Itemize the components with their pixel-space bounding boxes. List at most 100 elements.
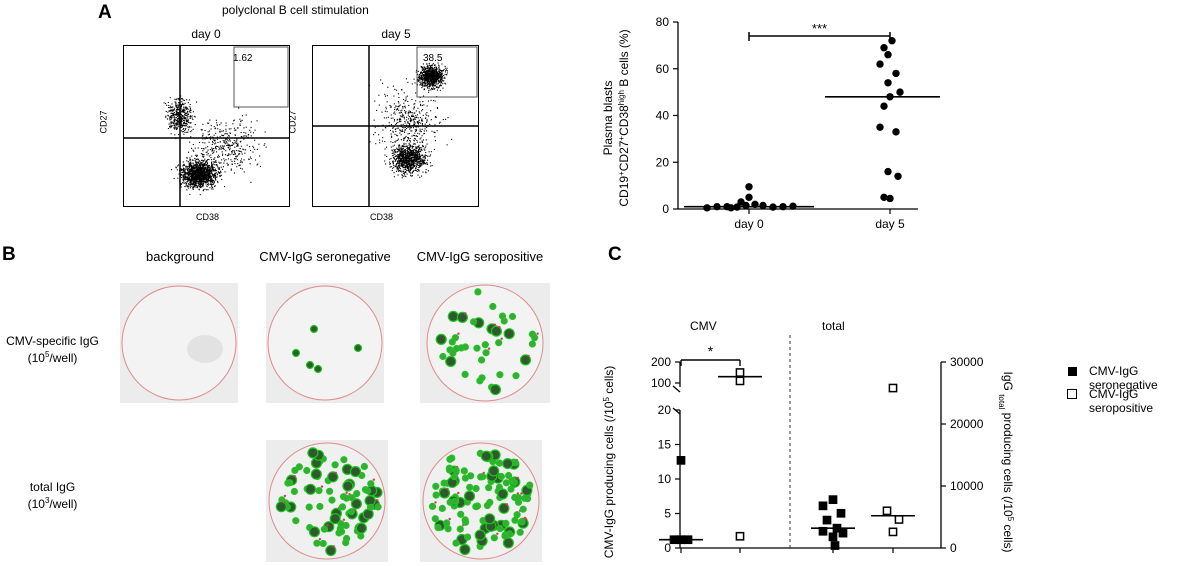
flow-event-dot bbox=[397, 151, 399, 153]
flow-event-dot bbox=[407, 111, 409, 113]
flow-event-dot bbox=[210, 157, 212, 159]
flow-event-dot bbox=[428, 69, 430, 71]
flow-event-dot bbox=[419, 166, 421, 168]
flow-event-dot bbox=[233, 151, 235, 153]
flow-event-dot bbox=[231, 151, 233, 153]
flow-event-dot bbox=[194, 176, 196, 178]
flow-event-dot bbox=[171, 109, 173, 111]
flow-event-dot bbox=[187, 169, 189, 171]
flow-event-dot bbox=[175, 122, 177, 124]
flow-event-dot bbox=[405, 176, 407, 178]
flow-event-dot bbox=[209, 130, 211, 132]
flow-event-dot bbox=[401, 171, 403, 173]
elispot-spot bbox=[528, 340, 537, 348]
flow-event-dot bbox=[430, 64, 432, 66]
flow-event-dot bbox=[433, 72, 435, 74]
flow-event-dot bbox=[441, 70, 443, 72]
flow-event-dot bbox=[171, 112, 173, 114]
flow-event-dot bbox=[431, 76, 433, 78]
elispot-artifact-dot bbox=[446, 487, 449, 491]
flow-event-dot bbox=[421, 160, 423, 162]
flow-event-dot bbox=[200, 170, 202, 172]
flow-event-dot bbox=[189, 185, 191, 187]
flow-event-dot bbox=[185, 185, 187, 187]
flow-event-dot bbox=[426, 82, 428, 84]
flow-event-dot bbox=[401, 155, 403, 157]
flow-event-dot bbox=[186, 176, 188, 178]
elispot-spot bbox=[457, 510, 465, 518]
flow-event-dot bbox=[420, 122, 422, 124]
flow-event-dot bbox=[230, 144, 232, 146]
flow-event-dot bbox=[222, 153, 224, 155]
flow-event-dot bbox=[399, 129, 401, 131]
flow-event-dot bbox=[404, 150, 406, 152]
flow-event-dot bbox=[409, 152, 411, 154]
flow-event-dot bbox=[219, 124, 221, 126]
flow-event-dot bbox=[419, 128, 421, 130]
flow-event-dot bbox=[243, 149, 245, 151]
flow-event-dot bbox=[415, 158, 417, 160]
flow-event-dot bbox=[211, 164, 213, 166]
flow-event-dot bbox=[417, 167, 419, 169]
flow-event-dot bbox=[415, 118, 417, 120]
flow-event-dot bbox=[196, 176, 198, 178]
flow-event-dot bbox=[406, 156, 408, 158]
flow-event-dot bbox=[424, 132, 426, 134]
flow-event-dot bbox=[241, 136, 243, 138]
flow-event-dot bbox=[409, 147, 411, 149]
flow-event-dot bbox=[220, 171, 222, 173]
flow-event-dot bbox=[426, 72, 428, 74]
flow-event-dot bbox=[187, 102, 189, 104]
flow-event-dot bbox=[413, 166, 415, 168]
flow-event-dot bbox=[425, 75, 427, 77]
flow-event-dot bbox=[432, 75, 434, 77]
flow-event-dot bbox=[239, 153, 241, 155]
flow-event-dot bbox=[436, 130, 438, 132]
flow-event-dot bbox=[245, 132, 247, 134]
flow-event-dot bbox=[403, 140, 405, 142]
elispot-spot bbox=[305, 360, 315, 370]
flow-event-dot bbox=[205, 136, 207, 138]
elispot-artifact-dot bbox=[320, 485, 324, 488]
flow-event-dot bbox=[439, 121, 441, 123]
flow-event-dot bbox=[407, 163, 409, 165]
flow-event-dot bbox=[434, 88, 436, 90]
flow-event-dot bbox=[399, 153, 401, 155]
elispot-spot bbox=[360, 462, 369, 471]
flow-event-dot bbox=[385, 108, 387, 110]
panel-a-letter: A bbox=[98, 2, 112, 23]
flow-event-dot bbox=[186, 186, 188, 188]
flow-event-dot bbox=[182, 164, 184, 166]
legend-seropositive-label: CMV-IgG seropositive bbox=[1089, 387, 1154, 415]
elispot-spot bbox=[325, 487, 334, 495]
flow-event-dot bbox=[187, 116, 189, 118]
flow-event-dot bbox=[218, 172, 220, 174]
flow-event-dot bbox=[217, 146, 219, 148]
flow-event-dot bbox=[407, 161, 409, 163]
flow-event-dot bbox=[432, 72, 434, 74]
flow-event-dot bbox=[406, 160, 408, 162]
flow-event-dot bbox=[383, 117, 385, 119]
flow-event-dot bbox=[182, 124, 184, 126]
flow-event-dot bbox=[421, 175, 423, 177]
flow-event-dot bbox=[177, 118, 179, 120]
flow-event-dot bbox=[429, 69, 431, 71]
flow-event-dot bbox=[423, 67, 425, 69]
elispot-spot bbox=[342, 480, 354, 492]
flow-event-dot bbox=[212, 165, 214, 167]
flow-event-dot bbox=[406, 116, 408, 118]
flow-event-dot bbox=[402, 144, 404, 146]
flow-event-dot bbox=[165, 115, 167, 117]
plasma-blast-point bbox=[892, 128, 900, 136]
flow-event-dot bbox=[413, 134, 415, 136]
flow-event-dot bbox=[173, 109, 175, 111]
flow-event-dot bbox=[432, 83, 434, 85]
flow-event-dot bbox=[229, 144, 231, 146]
flow-event-dot bbox=[401, 154, 403, 156]
flow-event-dot bbox=[426, 79, 428, 81]
flow-event-dot bbox=[424, 73, 426, 75]
flow-event-dot bbox=[211, 165, 213, 167]
flow-event-dot bbox=[225, 125, 227, 127]
flow-event-dot bbox=[437, 87, 439, 89]
flow-event-dot bbox=[433, 77, 435, 79]
